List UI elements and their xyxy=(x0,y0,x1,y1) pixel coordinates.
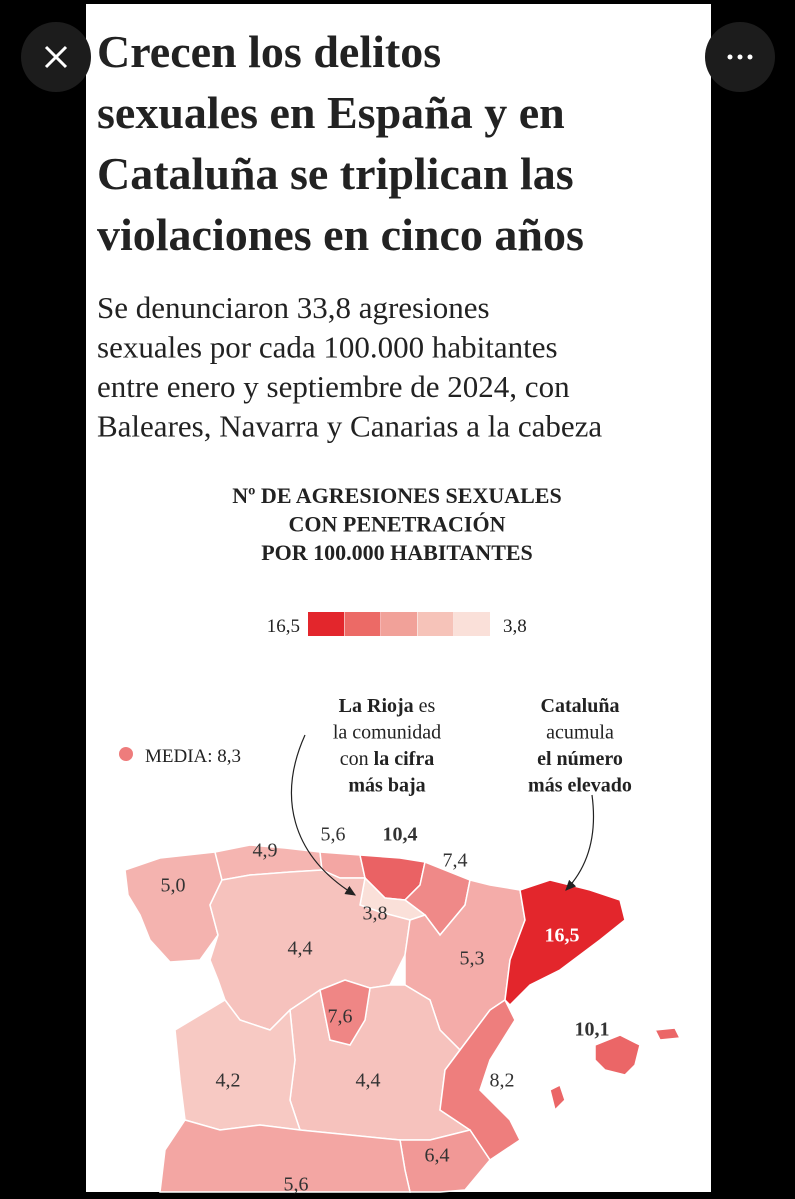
region-label: 5,6 xyxy=(321,824,346,846)
more-button[interactable] xyxy=(705,22,775,92)
map xyxy=(124,844,682,1193)
region-label: 10,4 xyxy=(383,824,418,846)
region-label: 4,4 xyxy=(356,1070,381,1092)
region-label: 5,3 xyxy=(460,948,485,970)
subtitle: entre enero y septiembre de 2024, con xyxy=(97,369,570,404)
map-title: CON PENETRACIÓN xyxy=(289,512,506,537)
annotation: La Rioja es xyxy=(339,695,436,717)
arrow xyxy=(565,794,595,891)
region xyxy=(504,879,626,1007)
region-label: 3,8 xyxy=(363,903,388,925)
legend-swatch xyxy=(308,612,344,636)
region xyxy=(124,851,223,963)
annotation: Cataluña xyxy=(541,695,620,717)
legend-swatch xyxy=(381,612,417,636)
region xyxy=(439,998,521,1162)
region-label: 4,4 xyxy=(288,938,313,960)
region-label: 4,2 xyxy=(216,1070,241,1092)
annotation-run: es xyxy=(414,695,436,717)
annotation: más baja xyxy=(348,775,425,797)
annotation-run: Cataluña xyxy=(541,695,620,717)
region xyxy=(549,1083,566,1112)
region-label: 7,6 xyxy=(328,1006,353,1028)
subtitle: Se denunciaron 33,8 agresiones xyxy=(97,290,490,325)
annotation: más elevado xyxy=(528,775,632,797)
legend-swatch xyxy=(454,612,490,636)
headline: Crecen los delitos xyxy=(97,26,441,77)
region-label: 5,0 xyxy=(161,875,186,897)
headline: Cataluña se triplican las xyxy=(97,148,574,199)
annotation-run: la cifra xyxy=(374,748,435,770)
headline: violaciones en cinco años xyxy=(97,209,584,260)
annotation: acumula xyxy=(546,722,614,744)
region-label: 7,4 xyxy=(443,850,468,872)
legend-swatch xyxy=(344,612,381,636)
region xyxy=(653,1027,682,1041)
region-label: 8,2 xyxy=(490,1070,515,1092)
media-label: MEDIA: 8,3 xyxy=(145,746,241,767)
region-label: 16,5 xyxy=(545,925,580,947)
map-title: Nº DE AGRESIONES SEXUALES xyxy=(232,483,561,508)
annotation-run: acumula xyxy=(546,722,614,744)
subtitle: Baleares, Navarra y Canarias a la cabeza xyxy=(97,409,602,444)
annotation-run: la comunidad xyxy=(333,722,441,744)
close-button[interactable] xyxy=(21,22,91,92)
legend-max: 16,5 xyxy=(267,616,300,637)
legend-min: 3,8 xyxy=(503,616,527,637)
region xyxy=(594,1034,641,1076)
annotation-run: el número xyxy=(537,748,623,770)
media-dot xyxy=(119,747,133,761)
region xyxy=(159,1119,411,1193)
region xyxy=(174,999,302,1131)
arrow xyxy=(290,734,357,896)
subtitle: sexuales por cada 100.000 habitantes xyxy=(97,330,558,365)
region-label: 6,4 xyxy=(425,1145,450,1167)
headline: sexuales en España y en xyxy=(97,87,565,138)
annotation-run: más baja xyxy=(348,775,425,797)
annotation: la comunidad xyxy=(333,722,441,744)
region-label: 10,1 xyxy=(575,1019,610,1041)
annotation-run: La Rioja xyxy=(339,695,414,717)
annotation-run: más elevado xyxy=(528,775,632,797)
legend-swatch xyxy=(417,612,454,636)
region-label: 5,6 xyxy=(284,1174,309,1196)
annotation-run: con xyxy=(340,748,374,770)
region-label: 4,9 xyxy=(253,840,278,862)
annotation: con la cifra xyxy=(340,748,434,770)
region xyxy=(319,979,371,1046)
annotation: el número xyxy=(537,748,623,770)
map-title: POR 100.000 HABITANTES xyxy=(261,540,533,565)
